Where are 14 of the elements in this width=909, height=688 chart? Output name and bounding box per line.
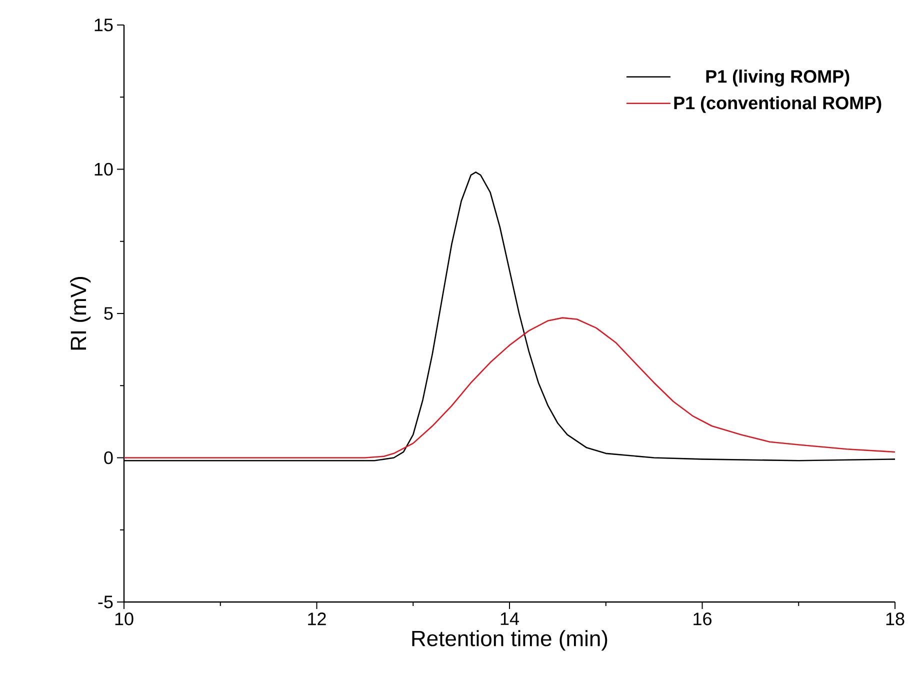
- legend-label: P1 (living ROMP): [706, 70, 850, 86]
- y-tick-label: 10: [94, 162, 113, 176]
- x-tick-label: 12: [308, 612, 326, 626]
- x-tick-label: 14: [500, 612, 519, 625]
- x-tick-label: 18: [886, 612, 904, 626]
- y-axis-title: RI (mV): [70, 277, 91, 350]
- y-tick-label: 5: [104, 307, 113, 320]
- x-axis-title: Retention time (min): [412, 630, 608, 651]
- y-tick-label: 15: [94, 18, 113, 32]
- x-tick-label: 10: [115, 612, 134, 626]
- y-tick-label: -5: [98, 596, 113, 608]
- x-tick-label: 16: [694, 612, 712, 626]
- legend-label: P1 (conventional ROMP): [674, 96, 882, 113]
- y-tick-label: 0: [104, 451, 113, 464]
